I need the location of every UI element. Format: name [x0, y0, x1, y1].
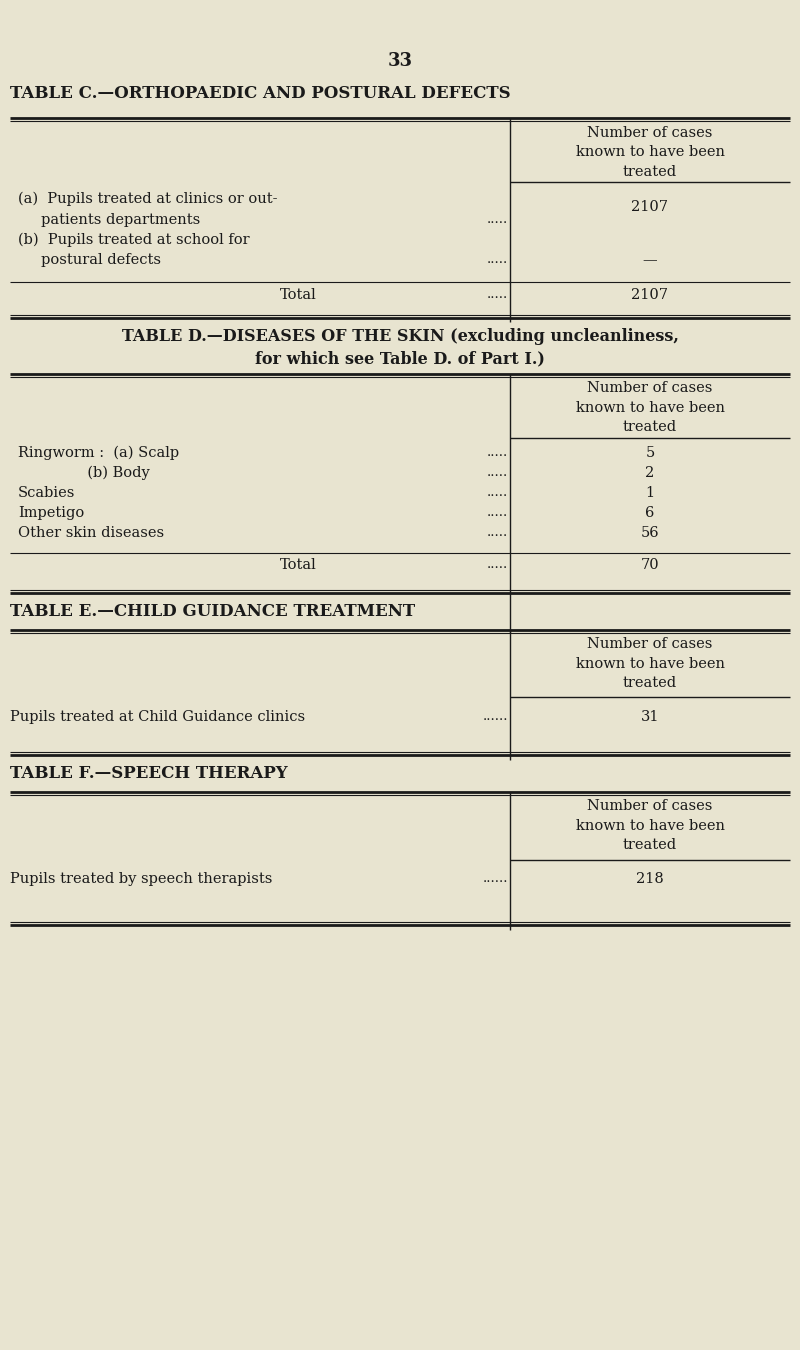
Text: .....: .....	[486, 446, 508, 459]
Text: Other skin diseases: Other skin diseases	[18, 526, 164, 540]
Text: TABLE D.—DISEASES OF THE SKIN (excluding uncleanliness,: TABLE D.—DISEASES OF THE SKIN (excluding…	[122, 328, 678, 346]
Text: ......: ......	[482, 872, 508, 886]
Text: 2107: 2107	[631, 288, 669, 302]
Text: 56: 56	[641, 526, 659, 540]
Text: postural defects: postural defects	[18, 252, 161, 267]
Text: Number of cases
known to have been
treated: Number of cases known to have been treat…	[575, 381, 725, 433]
Text: .....: .....	[486, 252, 508, 266]
Text: 218: 218	[636, 872, 664, 886]
Text: 70: 70	[641, 558, 659, 572]
Text: Total: Total	[280, 558, 317, 572]
Text: Number of cases
known to have been
treated: Number of cases known to have been treat…	[575, 126, 725, 180]
Text: .....: .....	[486, 506, 508, 518]
Text: TABLE C.—ORTHOPAEDIC AND POSTURAL DEFECTS: TABLE C.—ORTHOPAEDIC AND POSTURAL DEFECT…	[10, 85, 510, 103]
Text: Pupils treated by speech therapists: Pupils treated by speech therapists	[10, 872, 272, 886]
Text: .....: .....	[486, 466, 508, 479]
Text: Ringworm :  (a) Scalp: Ringworm : (a) Scalp	[18, 446, 179, 460]
Text: 5: 5	[646, 446, 654, 460]
Text: 6: 6	[646, 506, 654, 520]
Text: patients departments: patients departments	[18, 213, 200, 227]
Text: 1: 1	[646, 486, 654, 500]
Text: .....: .....	[486, 213, 508, 225]
Text: ......: ......	[482, 710, 508, 724]
Text: 2: 2	[646, 466, 654, 481]
Text: (b) Body: (b) Body	[18, 466, 150, 481]
Text: .....: .....	[486, 288, 508, 301]
Text: TABLE F.—SPEECH THERAPY: TABLE F.—SPEECH THERAPY	[10, 765, 288, 782]
Text: .....: .....	[486, 526, 508, 539]
Text: Total: Total	[280, 288, 317, 302]
Text: (b)  Pupils treated at school for: (b) Pupils treated at school for	[18, 234, 250, 247]
Text: Impetigo: Impetigo	[18, 506, 84, 520]
Text: 33: 33	[387, 53, 413, 70]
Text: .....: .....	[486, 558, 508, 571]
Text: Number of cases
known to have been
treated: Number of cases known to have been treat…	[575, 799, 725, 852]
Text: Number of cases
known to have been
treated: Number of cases known to have been treat…	[575, 637, 725, 690]
Text: Pupils treated at Child Guidance clinics: Pupils treated at Child Guidance clinics	[10, 710, 305, 724]
Text: TABLE E.—CHILD GUIDANCE TREATMENT: TABLE E.—CHILD GUIDANCE TREATMENT	[10, 603, 415, 620]
Text: 31: 31	[641, 710, 659, 724]
Text: .....: .....	[486, 486, 508, 500]
Text: —: —	[642, 252, 658, 267]
Text: 2107: 2107	[631, 200, 669, 215]
Text: (a)  Pupils treated at clinics or out-: (a) Pupils treated at clinics or out-	[18, 192, 278, 207]
Text: Scabies: Scabies	[18, 486, 75, 500]
Text: for which see Table D. of Part I.): for which see Table D. of Part I.)	[255, 350, 545, 367]
